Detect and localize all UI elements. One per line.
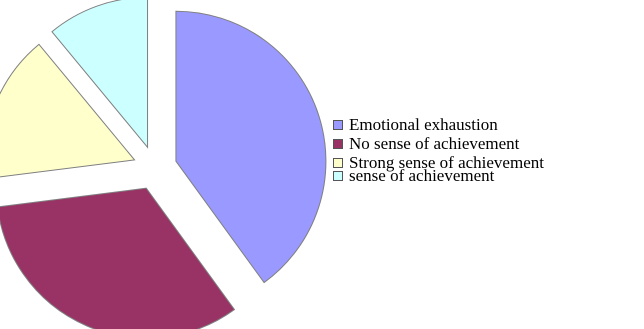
legend-label: Emotional exhaustion	[349, 115, 498, 134]
chart-legend: Emotional exhaustion No sense of achievem…	[333, 115, 544, 185]
legend-label: No sense of achievement	[349, 134, 520, 153]
pie-slice-no-sense-of-achievement	[0, 187, 236, 329]
legend-item: Strong sense of achievement	[333, 153, 544, 172]
legend-item: No sense of achievement	[333, 134, 544, 153]
pie-slice-emotional-exhaustion	[175, 10, 327, 284]
pie-slice-sense-of-achievement	[51, 0, 149, 149]
legend-swatch	[333, 157, 343, 168]
legend-item: sense of achievement	[333, 166, 544, 185]
legend-label: sense of achievement	[349, 166, 495, 185]
legend-swatch	[333, 119, 343, 130]
legend-label: Strong sense of achievement	[349, 153, 544, 172]
pie-slice-strong-sense-of-achievement	[0, 43, 136, 178]
legend-swatch	[333, 138, 343, 149]
legend-item: Emotional exhaustion	[333, 115, 544, 134]
legend-swatch	[333, 170, 343, 181]
